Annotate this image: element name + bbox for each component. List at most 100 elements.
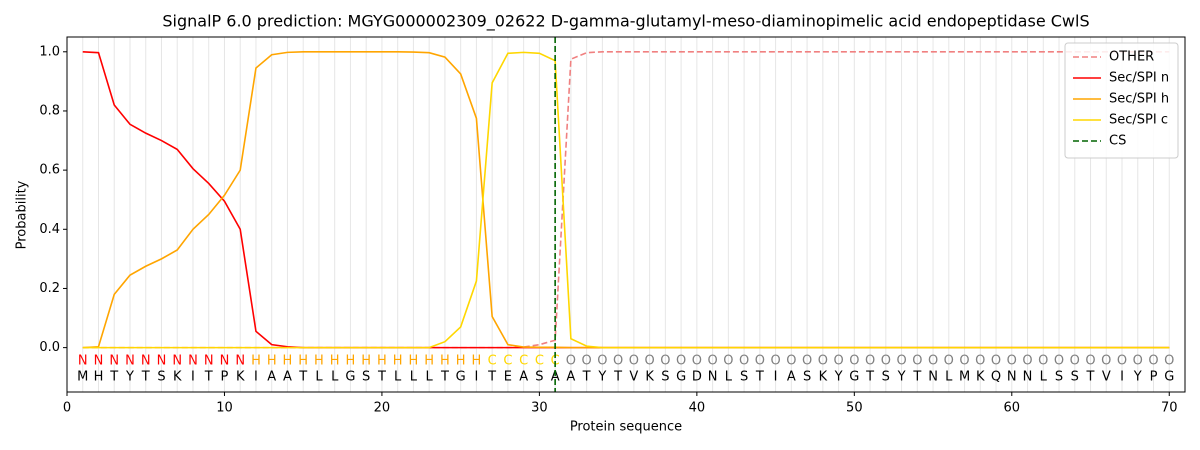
region-label: O	[676, 354, 686, 369]
region-label: N	[204, 354, 214, 369]
x-tick-label: 30	[531, 401, 548, 416]
residue-label: A	[551, 370, 560, 385]
region-label: O	[1022, 354, 1032, 369]
residue-label: P	[221, 370, 229, 385]
region-label: O	[833, 354, 843, 369]
residue-label: Y	[1133, 370, 1142, 385]
x-axis-label: Protein sequence	[570, 420, 682, 435]
region-label: O	[786, 354, 796, 369]
residue-label: L	[331, 370, 339, 385]
residue-label: P	[1150, 370, 1158, 385]
region-label: O	[944, 354, 954, 369]
x-tick-label: 50	[846, 401, 863, 416]
region-label: O	[959, 354, 969, 369]
residue-label: S	[1055, 370, 1063, 385]
region-label: H	[283, 354, 293, 369]
residue-label: T	[487, 370, 496, 385]
region-label: C	[519, 354, 528, 369]
residue-label: T	[377, 370, 386, 385]
residue-label: L	[315, 370, 323, 385]
series-line	[82, 51, 1170, 349]
region-label: H	[330, 354, 340, 369]
region-label: O	[865, 354, 875, 369]
residue-label: L	[426, 370, 434, 385]
region-label: O	[975, 354, 985, 369]
y-tick-label: 0.4	[39, 222, 60, 237]
residue-label: G	[676, 370, 686, 385]
region-label: O	[566, 354, 576, 369]
residue-label: N	[1023, 370, 1033, 385]
residue-label: A	[787, 370, 796, 385]
residue-label: I	[474, 370, 478, 385]
residue-label: Y	[597, 370, 606, 385]
residue-label: A	[566, 370, 575, 385]
residue-label: D	[692, 370, 702, 385]
legend-label: Sec/SPI h	[1109, 92, 1169, 107]
region-label: O	[1101, 354, 1111, 369]
region-label: C	[503, 354, 512, 369]
region-label: O	[849, 354, 859, 369]
region-label: O	[707, 354, 717, 369]
residue-label: I	[191, 370, 195, 385]
region-label: H	[409, 354, 419, 369]
series-line	[82, 50, 1170, 349]
x-tick-label: 60	[1004, 401, 1021, 416]
region-label: H	[472, 354, 482, 369]
region-label: O	[1070, 354, 1080, 369]
residue-label: K	[173, 370, 182, 385]
region-label: H	[346, 354, 356, 369]
region-label: O	[928, 354, 938, 369]
residue-label: I	[1120, 370, 1124, 385]
residue-label: A	[267, 370, 276, 385]
residue-label: K	[976, 370, 985, 385]
residue-label: V	[629, 370, 638, 385]
residue-label: L	[1040, 370, 1048, 385]
region-label: N	[109, 354, 119, 369]
region-label: O	[802, 354, 812, 369]
residue-label: G	[849, 370, 859, 385]
y-tick-label: 1.0	[39, 44, 60, 59]
region-label: H	[251, 354, 261, 369]
y-tick-label: 0.0	[39, 340, 60, 355]
residue-label: S	[362, 370, 370, 385]
region-label: O	[582, 354, 592, 369]
residue-label: S	[882, 370, 890, 385]
region-label: O	[613, 354, 623, 369]
region-label: O	[881, 354, 891, 369]
legend-label: Sec/SPI n	[1109, 71, 1169, 86]
x-tick-label: 40	[689, 401, 706, 416]
region-label: O	[818, 354, 828, 369]
region-label: O	[1054, 354, 1064, 369]
residue-label: V	[1102, 370, 1111, 385]
residue-label: N	[1007, 370, 1017, 385]
chart-title: SignalP 6.0 prediction: MGYG000002309_02…	[162, 12, 1089, 32]
region-label: N	[220, 354, 230, 369]
residue-label: I	[774, 370, 778, 385]
residue-label: L	[945, 370, 953, 385]
y-tick-label: 0.2	[39, 281, 60, 296]
residue-label: N	[708, 370, 718, 385]
region-label: O	[1007, 354, 1017, 369]
residue-label: S	[535, 370, 543, 385]
region-label: C	[535, 354, 544, 369]
region-label: N	[78, 354, 88, 369]
region-label: H	[267, 354, 277, 369]
region-label: O	[1148, 354, 1158, 369]
region-label: H	[393, 354, 403, 369]
region-label: O	[1038, 354, 1048, 369]
x-tick-label: 20	[374, 401, 391, 416]
series-line	[82, 50, 1170, 349]
residue-label: T	[865, 370, 874, 385]
region-label: O	[660, 354, 670, 369]
residue-label: K	[236, 370, 245, 385]
region-label: H	[298, 354, 308, 369]
residue-label: A	[283, 370, 292, 385]
residue-label: T	[582, 370, 591, 385]
residue-label: G	[1164, 370, 1174, 385]
region-label: O	[692, 354, 702, 369]
legend-label: Sec/SPI c	[1109, 113, 1168, 128]
residue-label: M	[959, 370, 970, 385]
residue-label: T	[755, 370, 764, 385]
region-label: H	[361, 354, 371, 369]
